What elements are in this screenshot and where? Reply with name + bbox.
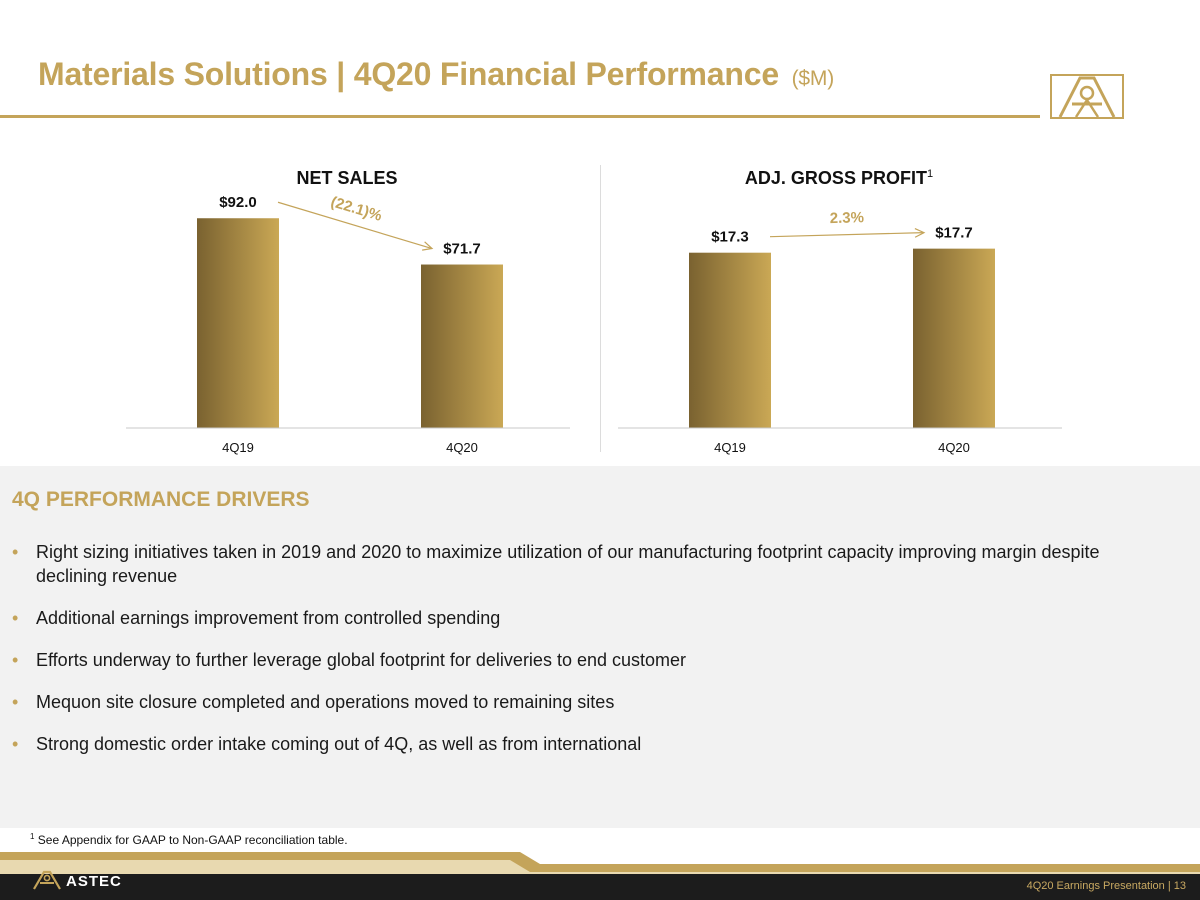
x-tick-label: 4Q19: [222, 440, 254, 455]
bar-value-label: $71.7: [443, 241, 481, 258]
bar-4q20: [421, 264, 503, 428]
x-tick-label: 4Q20: [938, 440, 970, 455]
astec-footer-logo-icon: [33, 870, 61, 890]
bar-4q20: [913, 248, 995, 428]
page-title-text: Materials Solutions | 4Q20 Financial Per…: [38, 56, 779, 92]
drivers-heading: 4Q PERFORMANCE DRIVERS: [12, 488, 310, 511]
bullet-icon: •: [12, 608, 19, 628]
bar-value-label: $17.7: [935, 225, 973, 242]
adj-gross-profit-chart: ADJ. GROSS PROFIT1 $17.3 4Q19 $17.7 4Q20 2.3%: [612, 160, 1072, 460]
bar-value-label: $92.0: [219, 194, 257, 211]
footnote-marker: 1: [30, 832, 35, 841]
change-arrow-line: [277, 201, 433, 250]
change-arrow-head: [914, 227, 926, 238]
driver-text: Additional earnings improvement from con…: [36, 608, 501, 628]
page-title-unit: ($M): [791, 67, 835, 90]
bar-4q19: [689, 252, 771, 428]
bar-value-label: $17.3: [711, 229, 749, 246]
drivers-list: • Right sizing initiatives taken in 2019 …: [12, 540, 1172, 774]
driver-text: Right sizing initiatives taken in 2019 a…: [36, 542, 1100, 586]
driver-text: Strong domestic order intake coming out …: [36, 734, 642, 754]
chart-divider: [600, 165, 601, 452]
adj-gross-profit-chart-svg: ADJ. GROSS PROFIT1 $17.3 4Q19 $17.7 4Q20 2.3%: [618, 168, 1062, 455]
footer-band: [0, 852, 1200, 900]
page-title: Materials Solutions | 4Q20 Financial Per…: [38, 56, 834, 93]
driver-text: Mequon site closure completed and operat…: [36, 692, 615, 712]
chart-title: ADJ. GROSS PROFIT1: [745, 168, 933, 188]
bullet-icon: •: [12, 650, 19, 670]
footer-page-label: 4Q20 Earnings Presentation | 13: [1026, 880, 1186, 892]
change-arrow-head: [422, 241, 434, 251]
bullet-icon: •: [12, 734, 19, 754]
footnote: 1 See Appendix for GAAP to Non-GAAP reco…: [30, 832, 348, 847]
bullet-icon: •: [12, 542, 19, 562]
change-percent-label: 2.3%: [830, 209, 865, 227]
list-item: • Additional earnings improvement from co…: [12, 606, 1172, 630]
x-tick-label: 4Q20: [446, 440, 478, 455]
list-item: • Right sizing initiatives taken in 2019 …: [12, 540, 1172, 588]
chart-title-sup: 1: [927, 168, 933, 180]
chart-title: NET SALES: [296, 168, 397, 188]
astec-a-logo-icon: [1050, 74, 1124, 119]
change-arrow-line: [769, 232, 925, 238]
footer-brand: ASTEC: [66, 873, 122, 890]
list-item: • Strong domestic order intake coming out…: [12, 732, 1172, 756]
list-item: • Efforts underway to further leverage gl…: [12, 648, 1172, 672]
footnote-text: See Appendix for GAAP to Non-GAAP reconc…: [37, 833, 348, 847]
bullet-icon: •: [12, 692, 19, 712]
bar-4q19: [197, 218, 279, 428]
x-tick-label: 4Q19: [714, 440, 746, 455]
driver-text: Efforts underway to further leverage glo…: [36, 650, 687, 670]
title-underline: [0, 115, 1040, 118]
list-item: • Mequon site closure completed and opera…: [12, 690, 1172, 714]
performance-drivers-section: 4Q PERFORMANCE DRIVERS • Right sizing ini…: [0, 466, 1200, 828]
net-sales-chart: NET SALES $92.0 4Q19 $71.7 4Q20 (22.1)%: [120, 160, 580, 460]
